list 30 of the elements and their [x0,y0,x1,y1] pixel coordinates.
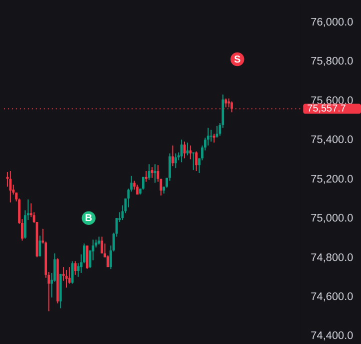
candlestick [142,176,144,190]
candlestick [206,127,210,146]
annotation: S [234,54,242,66]
candlestick [150,166,154,178]
candlestick [68,266,71,284]
candlestick [180,139,183,163]
candlestick [100,236,104,254]
candlestick [210,129,212,142]
ref-line-label: 75,557.7 [307,104,346,115]
candlestick [174,152,177,169]
candlestick [192,152,195,171]
candlestick [38,235,42,257]
annotation: B [85,213,92,224]
candlestick [74,260,77,276]
y-tick-label: 74,400.0 [310,330,354,342]
candlestick [71,260,74,284]
candlestick [9,170,12,203]
y-tick-label: 75,000.0 [310,212,354,225]
candlestick [144,170,148,182]
y-tick-label: 75,200.0 [310,173,354,186]
y-tick-label: 74,600.0 [310,290,354,303]
y-tick-label: 74,800.0 [310,252,354,264]
candlestick [189,145,192,160]
candlestick [195,150,198,172]
candlestick [172,145,174,167]
y-tick-label: 75,400.0 [310,134,354,146]
y-tick-label: 75,800.0 [310,56,354,68]
candlestick [148,164,150,180]
y-tick-label: 76,000.0 [310,16,354,29]
candlestick [86,245,88,270]
